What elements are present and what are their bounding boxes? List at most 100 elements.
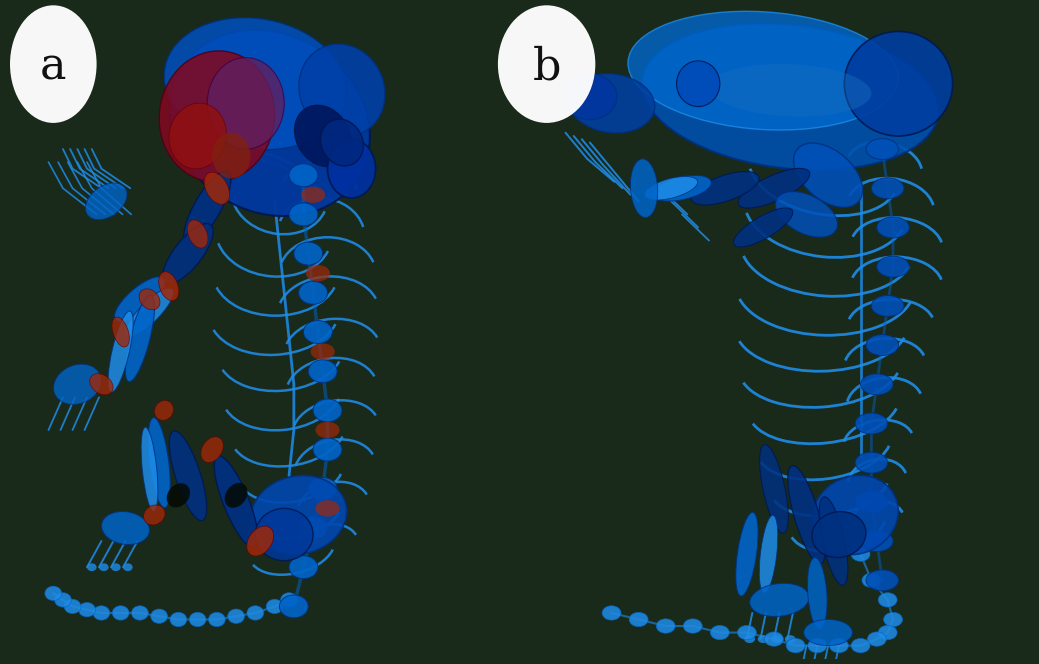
Ellipse shape xyxy=(170,612,187,627)
Ellipse shape xyxy=(148,418,170,508)
Ellipse shape xyxy=(642,23,938,170)
Ellipse shape xyxy=(877,256,909,277)
Ellipse shape xyxy=(811,511,865,558)
Ellipse shape xyxy=(709,64,872,117)
Ellipse shape xyxy=(788,465,825,564)
Ellipse shape xyxy=(108,311,133,392)
Ellipse shape xyxy=(87,563,97,571)
Ellipse shape xyxy=(298,517,327,539)
Circle shape xyxy=(498,5,595,123)
Ellipse shape xyxy=(169,30,370,216)
Ellipse shape xyxy=(736,513,758,596)
Ellipse shape xyxy=(812,475,898,554)
Ellipse shape xyxy=(54,364,101,404)
Ellipse shape xyxy=(114,277,165,322)
Ellipse shape xyxy=(169,431,207,521)
Ellipse shape xyxy=(298,282,327,304)
Ellipse shape xyxy=(155,400,174,420)
Ellipse shape xyxy=(327,139,376,198)
Ellipse shape xyxy=(189,612,206,627)
Ellipse shape xyxy=(738,625,756,639)
Ellipse shape xyxy=(845,31,953,136)
Ellipse shape xyxy=(209,612,225,627)
Ellipse shape xyxy=(872,295,904,316)
Ellipse shape xyxy=(303,321,332,343)
Ellipse shape xyxy=(860,531,894,552)
Ellipse shape xyxy=(294,242,323,265)
Ellipse shape xyxy=(819,497,848,586)
Ellipse shape xyxy=(281,593,297,607)
Ellipse shape xyxy=(684,619,702,633)
Ellipse shape xyxy=(112,606,129,620)
Ellipse shape xyxy=(99,563,109,571)
Ellipse shape xyxy=(126,288,174,337)
Ellipse shape xyxy=(711,625,729,639)
Ellipse shape xyxy=(212,133,250,179)
Ellipse shape xyxy=(734,208,793,247)
Ellipse shape xyxy=(883,612,903,627)
Ellipse shape xyxy=(169,103,227,169)
Text: a: a xyxy=(41,46,66,89)
Ellipse shape xyxy=(568,74,655,133)
Circle shape xyxy=(10,5,97,123)
Ellipse shape xyxy=(89,374,113,395)
Ellipse shape xyxy=(139,289,160,310)
Ellipse shape xyxy=(289,556,318,578)
Ellipse shape xyxy=(247,526,273,556)
Ellipse shape xyxy=(757,635,769,643)
Ellipse shape xyxy=(603,606,621,620)
Ellipse shape xyxy=(775,192,837,237)
Ellipse shape xyxy=(102,511,150,544)
Ellipse shape xyxy=(289,203,318,226)
Ellipse shape xyxy=(865,139,899,159)
Ellipse shape xyxy=(868,632,886,646)
Ellipse shape xyxy=(207,58,285,149)
Ellipse shape xyxy=(807,558,827,629)
Ellipse shape xyxy=(860,374,894,394)
Ellipse shape xyxy=(628,11,899,130)
Ellipse shape xyxy=(855,452,887,473)
Ellipse shape xyxy=(865,335,899,355)
Ellipse shape xyxy=(657,619,675,633)
Ellipse shape xyxy=(865,570,899,591)
Ellipse shape xyxy=(79,602,96,617)
Ellipse shape xyxy=(851,638,870,653)
Ellipse shape xyxy=(228,609,244,623)
Ellipse shape xyxy=(266,599,283,614)
Ellipse shape xyxy=(760,515,778,593)
Ellipse shape xyxy=(159,51,274,182)
Ellipse shape xyxy=(878,625,897,639)
Ellipse shape xyxy=(851,547,870,561)
Ellipse shape xyxy=(630,612,648,627)
Ellipse shape xyxy=(316,500,340,517)
Ellipse shape xyxy=(872,178,904,199)
Ellipse shape xyxy=(201,437,223,462)
Ellipse shape xyxy=(878,593,897,607)
Ellipse shape xyxy=(159,272,179,301)
Ellipse shape xyxy=(750,583,809,616)
Ellipse shape xyxy=(313,438,342,461)
Ellipse shape xyxy=(676,61,720,107)
Text: b: b xyxy=(532,46,561,89)
Ellipse shape xyxy=(250,475,347,554)
Ellipse shape xyxy=(299,44,385,136)
Ellipse shape xyxy=(164,18,346,149)
Ellipse shape xyxy=(224,483,247,508)
Ellipse shape xyxy=(256,509,313,560)
Ellipse shape xyxy=(765,632,783,646)
Ellipse shape xyxy=(829,638,849,653)
Ellipse shape xyxy=(111,563,121,571)
Ellipse shape xyxy=(311,343,335,360)
Ellipse shape xyxy=(652,175,712,201)
Ellipse shape xyxy=(877,217,909,238)
Ellipse shape xyxy=(54,593,72,607)
Ellipse shape xyxy=(760,444,789,533)
Ellipse shape xyxy=(247,606,264,620)
Ellipse shape xyxy=(305,265,330,282)
Ellipse shape xyxy=(92,606,110,620)
Ellipse shape xyxy=(644,177,697,200)
Ellipse shape xyxy=(187,220,208,248)
Ellipse shape xyxy=(862,573,881,588)
Ellipse shape xyxy=(112,317,129,347)
Ellipse shape xyxy=(184,171,231,244)
